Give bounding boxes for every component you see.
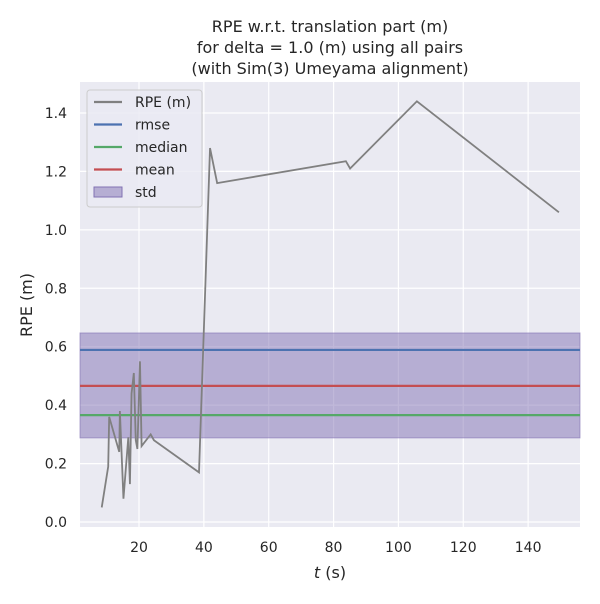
x-tick-label: 40 bbox=[195, 540, 213, 556]
x-tick-label: 120 bbox=[450, 540, 477, 556]
legend-label: RPE (m) bbox=[135, 95, 191, 111]
y-tick-label: 0.2 bbox=[45, 457, 67, 473]
x-tick-label: 20 bbox=[130, 540, 148, 556]
legend-label: median bbox=[135, 140, 187, 156]
legend-label: rmse bbox=[135, 118, 170, 134]
y-tick-label: 0.6 bbox=[45, 340, 67, 356]
x-tick-label: 80 bbox=[325, 540, 343, 556]
y-tick-label: 0.0 bbox=[45, 515, 67, 531]
title-line-2: for delta = 1.0 (m) using all pairs bbox=[197, 38, 463, 57]
y-tick-label: 0.4 bbox=[45, 398, 67, 414]
x-tick-label: 100 bbox=[385, 540, 412, 556]
y-tick-label: 1.2 bbox=[45, 164, 67, 180]
y-tick-label: 1.4 bbox=[45, 106, 67, 122]
x-axis-label: t (s) bbox=[314, 563, 346, 582]
title-line-1: RPE w.r.t. translation part (m) bbox=[212, 17, 448, 36]
y-tick-label: 0.8 bbox=[45, 281, 67, 297]
legend-box bbox=[86, 89, 203, 208]
legend-label: std bbox=[135, 185, 157, 201]
rpe-line bbox=[100, 100, 560, 508]
y-tick-label: 1.0 bbox=[45, 223, 67, 239]
legend: RPE (m) rmse median mean std bbox=[86, 89, 203, 208]
legend-swatch bbox=[93, 186, 123, 198]
x-tick-label: 60 bbox=[260, 540, 278, 556]
title-line-3: (with Sim(3) Umeyama alignment) bbox=[191, 59, 468, 78]
x-tick-label: 140 bbox=[515, 540, 542, 556]
legend-label: mean bbox=[135, 163, 175, 179]
y-axis-label: RPE (m) bbox=[17, 273, 36, 337]
